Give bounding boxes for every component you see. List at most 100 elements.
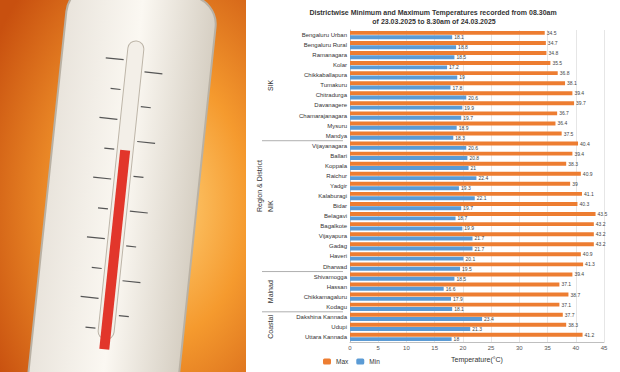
svg-text:Chitradurga: Chitradurga (316, 92, 348, 98)
svg-text:38.7: 38.7 (570, 292, 580, 298)
svg-text:16.6: 16.6 (446, 286, 456, 292)
svg-text:20.6: 20.6 (468, 145, 478, 151)
svg-text:30: 30 (516, 345, 523, 351)
svg-text:41.3: 41.3 (585, 261, 595, 267)
svg-text:40: 40 (572, 345, 579, 351)
svg-text:17.9: 17.9 (453, 296, 463, 302)
svg-text:19.5: 19.5 (462, 266, 472, 272)
svg-text:19.7: 19.7 (463, 205, 473, 211)
svg-text:43.2: 43.2 (596, 241, 606, 247)
svg-text:Yadgir: Yadgir (330, 183, 347, 189)
svg-text:Bagalkote: Bagalkote (320, 223, 347, 229)
svg-text:18.8: 18.8 (458, 44, 468, 50)
svg-text:39.7: 39.7 (576, 100, 586, 106)
svg-text:20.6: 20.6 (468, 95, 478, 101)
svg-text:19.7: 19.7 (463, 115, 473, 121)
svg-text:Mandya: Mandya (326, 133, 348, 139)
svg-text:20: 20 (460, 345, 467, 351)
svg-text:41.2: 41.2 (585, 332, 595, 338)
svg-text:21.3: 21.3 (472, 326, 482, 332)
svg-text:Chamarajanagara: Chamarajanagara (299, 113, 348, 119)
svg-text:Bengaluru Rural: Bengaluru Rural (304, 42, 347, 48)
svg-text:Kodagu: Kodagu (326, 304, 347, 310)
svg-text:22.1: 22.1 (477, 195, 487, 201)
svg-text:Uttara Kannada: Uttara Kannada (305, 334, 348, 340)
svg-text:Min: Min (369, 358, 380, 365)
svg-text:40.9: 40.9 (583, 251, 593, 257)
svg-text:Ballari: Ballari (330, 153, 347, 159)
svg-text:Belagavi: Belagavi (324, 213, 347, 219)
svg-text:43.5: 43.5 (598, 211, 608, 217)
svg-text:37.1: 37.1 (561, 302, 571, 308)
svg-text:0: 0 (348, 345, 352, 351)
svg-text:40.9: 40.9 (583, 171, 593, 177)
svg-text:Region & District: Region & District (256, 160, 264, 212)
svg-text:23.4: 23.4 (484, 316, 494, 322)
svg-text:15: 15 (431, 345, 438, 351)
svg-text:45: 45 (601, 345, 608, 351)
svg-text:10: 10 (403, 345, 410, 351)
svg-text:Shivamogga: Shivamogga (314, 274, 348, 280)
svg-text:18.9: 18.9 (459, 125, 469, 131)
svg-text:19.9: 19.9 (464, 225, 474, 231)
svg-text:Chikkaballapura: Chikkaballapura (304, 72, 348, 78)
svg-text:Ramanagara: Ramanagara (312, 52, 347, 58)
svg-text:Bengaluru Urban: Bengaluru Urban (302, 32, 347, 38)
svg-text:41.1: 41.1 (584, 191, 594, 197)
svg-text:38.3: 38.3 (568, 161, 578, 167)
svg-text:19: 19 (459, 74, 465, 80)
svg-text:NIK: NIK (267, 200, 274, 212)
svg-text:37.1: 37.1 (561, 281, 571, 287)
svg-text:19.9: 19.9 (464, 105, 474, 111)
svg-text:Vijayapura: Vijayapura (319, 233, 348, 239)
svg-text:21: 21 (471, 165, 477, 171)
svg-text:43.2: 43.2 (596, 231, 606, 237)
svg-text:Davanagere: Davanagere (314, 102, 347, 108)
svg-text:18.3: 18.3 (455, 135, 465, 141)
svg-text:19.3: 19.3 (461, 185, 471, 191)
svg-text:Malnad: Malnad (267, 280, 274, 303)
svg-text:40.4: 40.4 (580, 141, 590, 147)
svg-text:Raichur: Raichur (326, 173, 347, 179)
svg-text:SIK: SIK (267, 79, 274, 91)
svg-text:5: 5 (377, 345, 381, 351)
svg-text:Udupi: Udupi (331, 324, 347, 330)
svg-text:Coastal: Coastal (267, 315, 274, 339)
svg-text:Dharwad: Dharwad (323, 264, 347, 270)
svg-text:39.4: 39.4 (574, 151, 584, 157)
svg-text:Haveri: Haveri (330, 253, 347, 259)
svg-text:21.7: 21.7 (474, 235, 484, 241)
svg-text:Chikkamagaluru: Chikkamagaluru (304, 294, 347, 300)
svg-text:Hassan: Hassan (327, 284, 347, 290)
svg-text:25: 25 (488, 345, 495, 351)
svg-text:Districtwise Minimum and Maxim: Districtwise Minimum and Maximum Tempera… (309, 9, 558, 17)
svg-text:36.8: 36.8 (560, 70, 570, 76)
svg-text:39: 39 (572, 181, 578, 187)
svg-text:37.5: 37.5 (564, 131, 574, 137)
svg-text:20.8: 20.8 (469, 155, 479, 161)
svg-text:18.7: 18.7 (458, 215, 468, 221)
svg-text:39.4: 39.4 (574, 90, 584, 96)
svg-text:Gadag: Gadag (329, 243, 347, 249)
svg-text:18.5: 18.5 (456, 54, 466, 60)
svg-text:Vijayanagara: Vijayanagara (312, 143, 348, 149)
svg-text:35: 35 (544, 345, 551, 351)
svg-text:18.1: 18.1 (454, 34, 464, 40)
svg-text:Kolar: Kolar (333, 62, 347, 68)
svg-text:37.7: 37.7 (565, 312, 575, 318)
svg-text:Tumakuru: Tumakuru (320, 82, 347, 88)
svg-text:20.1: 20.1 (465, 256, 475, 262)
svg-text:Koppala: Koppala (325, 163, 348, 169)
svg-text:38.1: 38.1 (567, 80, 577, 86)
svg-text:Dakshina Kannada: Dakshina Kannada (296, 314, 347, 320)
svg-text:18.5: 18.5 (456, 276, 466, 282)
svg-text:22.4: 22.4 (478, 175, 488, 181)
svg-text:36.7: 36.7 (559, 110, 569, 116)
svg-text:43.2: 43.2 (596, 221, 606, 227)
svg-text:Max: Max (336, 358, 349, 365)
svg-text:of 23.03.2025 to 8.30am of 24.: of 23.03.2025 to 8.30am of 24.03.2025 (372, 18, 495, 25)
svg-text:Bidar: Bidar (333, 203, 347, 209)
svg-text:40.3: 40.3 (579, 201, 589, 207)
svg-text:34.5: 34.5 (547, 30, 557, 36)
svg-text:21.7: 21.7 (474, 246, 484, 252)
